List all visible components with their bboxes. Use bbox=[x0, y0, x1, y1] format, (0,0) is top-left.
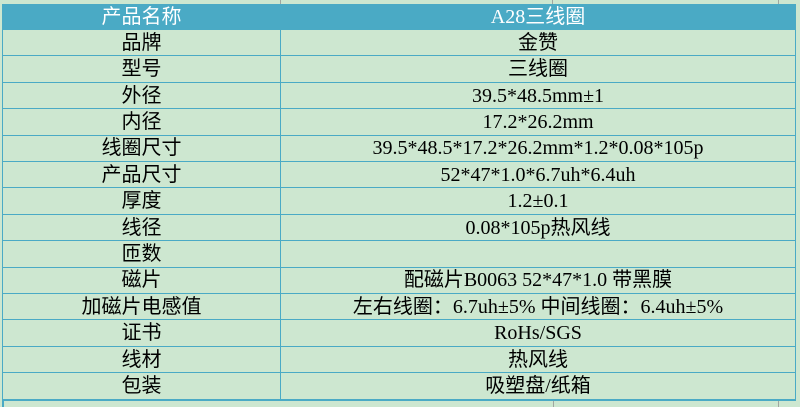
row-value: RoHs/SGS bbox=[280, 319, 796, 347]
row-value: 52*47*1.0*6.7uh*6.4uh bbox=[280, 161, 796, 189]
margin-gridline-bottom bbox=[2, 401, 4, 407]
row-label: 厚度 bbox=[2, 187, 281, 215]
table-row: 加磁片电感值 左右线圈：6.7uh±5% 中间线圈：6.4uh±5% bbox=[2, 293, 796, 321]
margin-gridline-top bbox=[778, 0, 779, 4]
row-label: 产品尺寸 bbox=[2, 161, 281, 189]
row-value bbox=[280, 240, 796, 268]
table-row: 产品尺寸 52*47*1.0*6.7uh*6.4uh bbox=[2, 161, 796, 189]
row-label: 加磁片电感值 bbox=[2, 293, 281, 321]
table-row: 品牌 金赞 bbox=[2, 28, 796, 57]
row-label: 内径 bbox=[2, 108, 281, 136]
row-value: 配磁片B0063 52*47*1.0 带黑膜 bbox=[280, 266, 796, 295]
margin-gridline-top bbox=[552, 0, 553, 4]
header-product-name-label: 产品名称 bbox=[2, 4, 281, 30]
margin-gridline-bottom bbox=[553, 401, 554, 407]
row-label: 型号 bbox=[2, 55, 281, 83]
row-label: 包装 bbox=[2, 372, 281, 401]
row-value: 三线圈 bbox=[280, 55, 796, 83]
row-value: 17.2*26.2mm bbox=[280, 108, 796, 136]
row-label: 外径 bbox=[2, 81, 281, 110]
row-value: 0.08*105p热风线 bbox=[280, 213, 796, 242]
row-value: 左右线圈：6.7uh±5% 中间线圈：6.4uh±5% bbox=[280, 293, 796, 321]
row-value: 1.2±0.1 bbox=[280, 187, 796, 215]
table-body: 品牌 金赞 型号 三线圈 外径 39.5*48.5mm±1 内径 17.2*26.2mm 线圈尺… bbox=[2, 28, 796, 401]
margin-gridline-top bbox=[280, 0, 281, 4]
row-label: 磁片 bbox=[2, 266, 281, 295]
table-row: 线材 热风线 bbox=[2, 345, 796, 374]
row-value: 吸塑盘/纸箱 bbox=[280, 372, 796, 401]
row-label: 线径 bbox=[2, 213, 281, 242]
table-row: 线径 0.08*105p热风线 bbox=[2, 213, 796, 242]
table-row: 外径 39.5*48.5mm±1 bbox=[2, 81, 796, 110]
row-value: 热风线 bbox=[280, 345, 796, 374]
product-spec-table: 产品名称 A28三线圈 品牌 金赞 型号 三线圈 外径 39.5*48.5mm±1 内径 17… bbox=[2, 4, 796, 401]
table-row: 型号 三线圈 bbox=[2, 55, 796, 83]
row-label: 线圈尺寸 bbox=[2, 134, 281, 163]
table-row: 线圈尺寸 39.5*48.5*17.2*26.2mm*1.2*0.08*105p bbox=[2, 134, 796, 163]
table-row: 包装 吸塑盘/纸箱 bbox=[2, 372, 796, 401]
row-label: 匝数 bbox=[2, 240, 281, 268]
table-row: 证书 RoHs/SGS bbox=[2, 319, 796, 347]
row-label: 线材 bbox=[2, 345, 281, 374]
table-row: 厚度 1.2±0.1 bbox=[2, 187, 796, 215]
table-row: 内径 17.2*26.2mm bbox=[2, 108, 796, 136]
table-header-row: 产品名称 A28三线圈 bbox=[2, 4, 796, 30]
row-label: 证书 bbox=[2, 319, 281, 347]
table-row: 磁片 配磁片B0063 52*47*1.0 带黑膜 bbox=[2, 266, 796, 295]
row-value: 39.5*48.5mm±1 bbox=[280, 81, 796, 110]
row-value: 金赞 bbox=[280, 28, 796, 57]
margin-gridline-bottom bbox=[778, 401, 779, 407]
table-row: 匝数 bbox=[2, 240, 796, 268]
header-product-name-value: A28三线圈 bbox=[280, 4, 796, 30]
row-value: 39.5*48.5*17.2*26.2mm*1.2*0.08*105p bbox=[280, 134, 796, 163]
row-label: 品牌 bbox=[2, 28, 281, 57]
